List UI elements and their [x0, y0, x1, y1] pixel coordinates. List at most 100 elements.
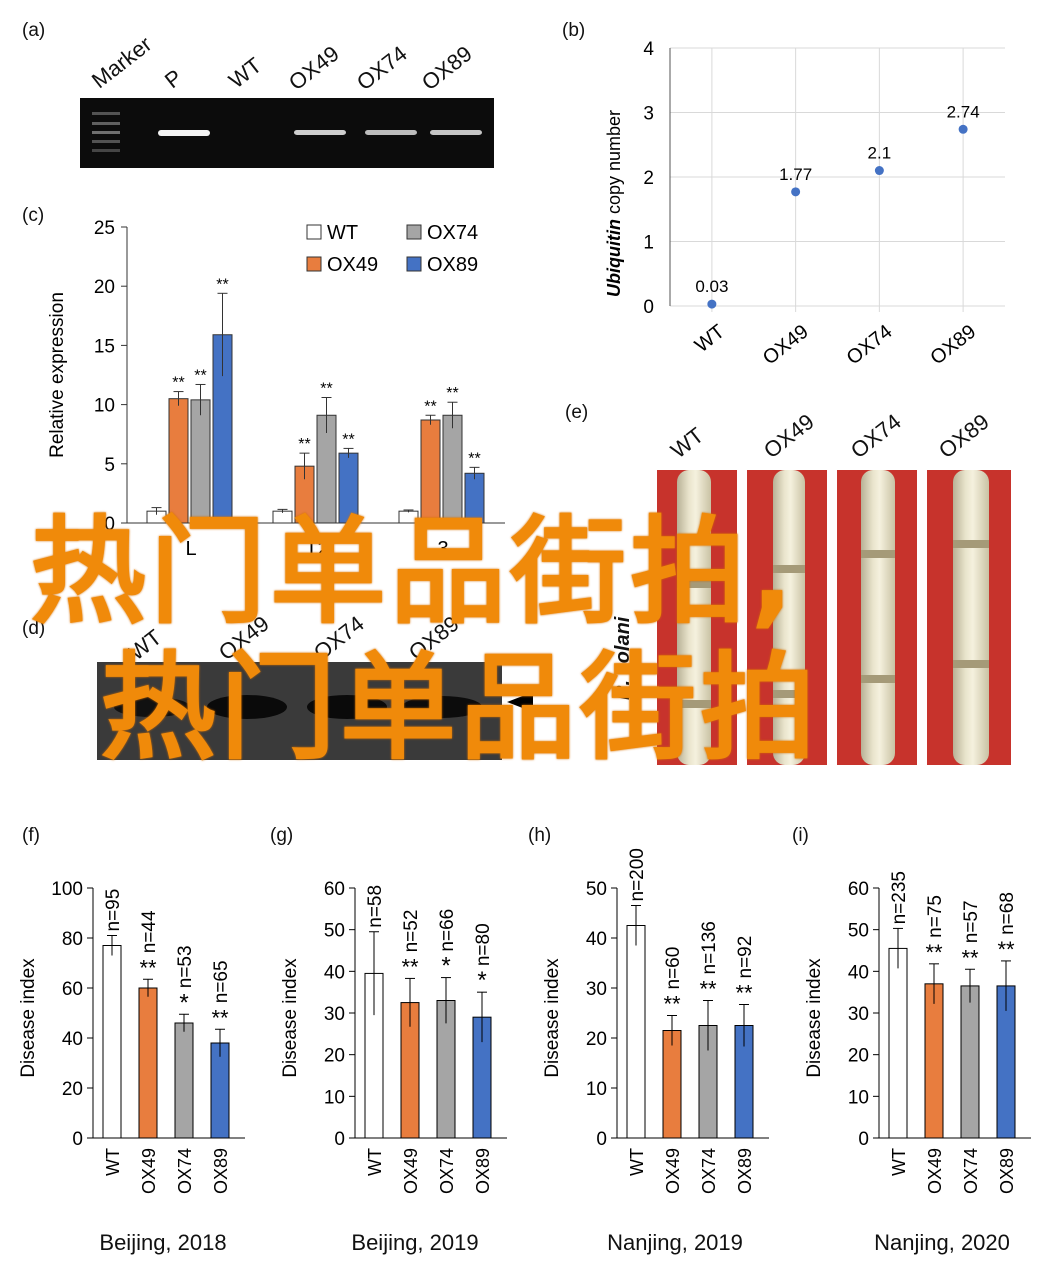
x-tick-label: OX89	[735, 1148, 755, 1194]
y-axis-label: Disease index	[280, 958, 301, 1078]
sample-size-label: n=44	[139, 910, 160, 953]
significance-stars: **	[320, 380, 332, 397]
y-tick-label: 50	[586, 879, 607, 900]
band-ox49	[294, 130, 346, 135]
sample-size-label: n=200	[627, 848, 648, 901]
y-axis-label: Disease index	[542, 958, 563, 1078]
western-blot-image-d	[97, 662, 502, 760]
legend-swatch	[406, 224, 422, 240]
y-tick-label: 0	[596, 1129, 607, 1150]
panel-d-label: (d)	[22, 618, 46, 639]
sample-size-label: n=136	[699, 921, 720, 974]
x-tick-label: OX49	[759, 321, 813, 370]
lane-d-ox89: OX89	[403, 610, 464, 666]
y-tick-label: 2	[643, 168, 654, 189]
x-tick-label: OX89	[997, 1148, 1017, 1194]
x-tick-label: OX49	[401, 1148, 421, 1194]
y-tick-label: 20	[324, 1046, 345, 1067]
y-tick-label: 25	[94, 218, 115, 239]
panel-e-label: (e)	[565, 402, 589, 423]
lane-d-ox74: OX74	[308, 610, 369, 666]
significance-stars: **	[997, 937, 1015, 962]
significance-stars: **	[468, 450, 480, 467]
data-label: 0.03	[695, 277, 728, 296]
bar-ox74	[442, 414, 463, 524]
panel-g-label: (g)	[270, 825, 294, 846]
significance-stars: **	[194, 367, 206, 384]
bar-ox49	[924, 983, 944, 1139]
data-label: 2.74	[947, 102, 980, 121]
legend-label: OX74	[427, 222, 478, 244]
x-tick-label: OX74	[843, 321, 897, 370]
significance-stars: **	[139, 955, 157, 980]
bar-ox89	[464, 472, 485, 524]
y-tick-label: 50	[324, 921, 345, 942]
x-tick-label: OX49	[663, 1148, 683, 1194]
lane-e-ox74: OX74	[845, 408, 906, 464]
significance-stars: **	[663, 992, 681, 1017]
bar-ox74	[190, 399, 211, 524]
y-tick-label: 15	[94, 336, 115, 357]
lane-label-ox74: OX74	[351, 40, 412, 96]
significance-stars: **	[172, 375, 184, 392]
location-g: Beijing, 2019	[351, 1230, 479, 1255]
lane-e-wt: WT	[665, 422, 709, 464]
y-tick-label: 40	[62, 1029, 83, 1050]
y-tick-label: 40	[324, 962, 345, 983]
marker-ladder	[92, 112, 120, 152]
sample-size-label: n=92	[735, 936, 756, 979]
y-tick-label: 0	[104, 514, 115, 535]
panel-h-label: (h)	[528, 825, 552, 846]
y-tick-label: 50	[848, 921, 869, 942]
band-arrow-icon	[507, 692, 533, 712]
x-tick-label: 3	[437, 538, 448, 560]
x-tick-label: WT	[103, 1148, 123, 1176]
bar-wt	[102, 945, 122, 1139]
sample-size-label: n=75	[925, 895, 946, 938]
significance-stars: **	[699, 977, 717, 1002]
y-axis-label: Relative expression	[47, 292, 68, 458]
y-axis-label: Disease index	[804, 958, 825, 1078]
significance-stars: **	[446, 385, 458, 402]
y-tick-label: 30	[324, 1004, 345, 1025]
stem-photo-ox74	[837, 470, 917, 765]
y-tick-label: 1	[643, 233, 654, 254]
y-axis-label: Disease index	[18, 958, 39, 1078]
copy-number-chart: 0 1 2 3 4 WT 0.03 OX49 1.77 OX74 2.1 OX89 2.74 Ubiqui…	[604, 39, 1005, 370]
data-label: 2.1	[868, 144, 892, 163]
significance-stars: *	[179, 989, 188, 1016]
significance-stars: **	[401, 954, 419, 979]
x-tick-label: L	[185, 538, 196, 560]
significance-stars: **	[961, 945, 979, 970]
bar-ox74	[960, 985, 980, 1139]
x-tick-label: WT	[889, 1148, 909, 1176]
significance-stars: *	[477, 967, 486, 994]
significance-stars: **	[216, 276, 228, 293]
sample-size-label: n=66	[437, 909, 458, 952]
x-tick-label: T2	[305, 538, 328, 560]
y-tick-label: 10	[586, 1079, 607, 1100]
gel-image-a	[80, 98, 494, 168]
legend-swatch	[306, 256, 322, 272]
x-tick-label: OX74	[699, 1148, 719, 1194]
y-tick-label: 0	[72, 1129, 83, 1150]
y-tick-label: 0	[858, 1129, 869, 1150]
bar-ox49	[168, 398, 189, 524]
x-tick-label: OX89	[926, 321, 980, 370]
data-point	[874, 166, 884, 176]
legend-label: OX49	[327, 254, 378, 276]
y-tick-label: 60	[324, 879, 345, 900]
lane-label-p: P	[159, 64, 187, 94]
significance-stars: *	[441, 953, 450, 980]
y-tick-label: 10	[848, 1087, 869, 1108]
bar-ox89	[210, 1042, 230, 1139]
y-tick-label: 4	[643, 39, 654, 60]
y-tick-label: 20	[586, 1029, 607, 1050]
relative-expression-chart: 0 5 10 15 20 25 Relative expression ** ** ** L ** **…	[47, 218, 505, 560]
sample-size-label: n=235	[889, 871, 910, 924]
x-tick-label: OX49	[925, 1148, 945, 1194]
bar-ox89	[338, 452, 359, 524]
y-tick-label: 40	[586, 929, 607, 950]
legend-swatch	[306, 224, 322, 240]
